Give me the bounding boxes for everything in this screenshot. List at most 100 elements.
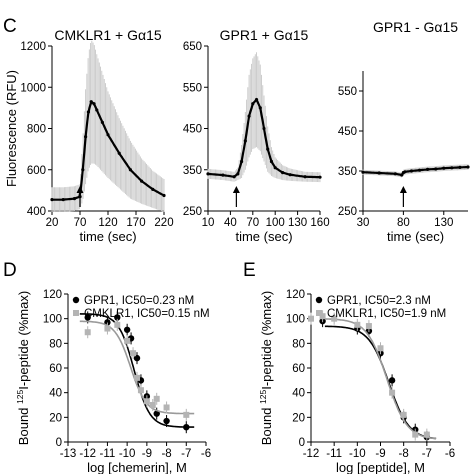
trace-point: [236, 172, 240, 176]
x-tick-label: 130: [434, 217, 453, 229]
chart-title: GPR1 - Gα15: [373, 19, 458, 35]
data-point-circle: [114, 314, 121, 321]
y-tick-label: 60: [49, 363, 62, 375]
y-tick-label: 350: [183, 165, 202, 177]
trace-point: [240, 159, 244, 164]
x-tick-label: 20: [46, 217, 59, 229]
legend-label: GPR1, IC50=0.23 nM: [84, 295, 194, 307]
data-point-square: [84, 329, 91, 336]
x-tick-label: -7: [181, 448, 191, 460]
data-point-square: [308, 315, 314, 322]
data-point-square: [163, 404, 170, 411]
legend-marker-square: [316, 310, 322, 316]
y-tick-label: 60: [292, 363, 305, 375]
data-point-square: [400, 411, 407, 418]
data-point-square: [412, 431, 419, 438]
trace-point: [89, 100, 93, 104]
trace-point: [466, 165, 470, 169]
x-tick-label: -6: [445, 448, 455, 460]
y-axis-label-suffix: I-peptide (%max): [259, 291, 274, 390]
data-point-square: [153, 395, 160, 402]
trace-point: [232, 175, 236, 179]
y-tick-label: 120: [43, 289, 62, 301]
y-axis-label-prefix: Bound: [16, 404, 31, 445]
trace-point: [84, 135, 88, 139]
data-point-square: [389, 389, 396, 396]
trace-point: [95, 108, 99, 112]
data-point-square: [124, 337, 131, 344]
x-tick-label: 220: [154, 217, 173, 229]
y-tick-label: 400: [27, 206, 46, 218]
x-tick-label: -6: [201, 448, 211, 460]
data-point-square: [183, 411, 190, 418]
y-tick-label: 100: [43, 314, 62, 326]
x-tick-label: 70: [74, 217, 87, 229]
x-tick-label: -11: [326, 448, 342, 460]
y-tick-label: 550: [183, 82, 202, 94]
chart-title: CMKLR1 + Gα15: [54, 27, 162, 43]
x-tick-label: -12: [79, 448, 96, 460]
legend-marker-square: [73, 310, 79, 316]
data-point-square: [149, 402, 156, 408]
y-tick-label: 40: [292, 388, 305, 400]
x-tick-label: 80: [397, 217, 410, 229]
y-axis-label: Bound 125I-peptide (%max): [258, 291, 274, 445]
y-tick-label: 20: [49, 412, 62, 424]
y-axis-label: Bound 125I-peptide (%max): [15, 291, 31, 445]
y-tick-label: 800: [27, 124, 46, 136]
trace-point: [140, 179, 144, 183]
y-axis-label-superscript: 125: [15, 390, 25, 404]
data-point-square: [319, 313, 326, 320]
x-tick-label: -9: [375, 448, 385, 460]
y-tick-label: 80: [49, 338, 62, 350]
data-point-circle: [123, 326, 131, 333]
y-axis-label-suffix: I-peptide (%max): [16, 291, 31, 390]
y-tick-label: 40: [49, 388, 62, 400]
trace-point: [92, 102, 96, 106]
trace-point: [100, 120, 104, 124]
x-axis-label: time (sec): [387, 229, 444, 244]
y-tick-label: 350: [338, 166, 357, 178]
y-tick-label: 250: [183, 206, 202, 218]
x-tick-label: 70: [246, 217, 259, 229]
trace-point: [251, 102, 255, 106]
trace-point: [86, 110, 90, 114]
trace-point: [221, 173, 225, 177]
trace-point: [403, 170, 407, 174]
trace-point: [281, 171, 285, 175]
fit-curve-cmklr1: [79, 320, 195, 415]
data-point-square: [365, 323, 372, 330]
y-tick-label: 450: [183, 124, 202, 136]
trace-point: [258, 106, 262, 110]
data-point-circle: [388, 377, 396, 384]
trace-point: [400, 173, 404, 177]
trace-point: [151, 187, 155, 191]
trace-point: [288, 173, 292, 177]
trace-point: [442, 166, 446, 170]
trace-point: [266, 147, 270, 151]
x-tick-label: 40: [224, 217, 237, 229]
x-axis-label: time (sec): [235, 229, 292, 244]
data-point-square: [130, 350, 137, 357]
x-tick-label: -9: [142, 448, 152, 460]
y-tick-label: 450: [338, 126, 357, 138]
y-tick-label: 550: [338, 86, 357, 98]
trace-point: [81, 168, 85, 172]
x-tick-label: -7: [422, 448, 432, 460]
y-tick-label: 0: [299, 437, 305, 449]
y-tick-label: 80: [292, 338, 305, 350]
x-axis-label: time (sec): [79, 229, 136, 244]
panel-letter-c: C: [3, 16, 17, 37]
trace-point: [243, 139, 247, 143]
y-tick-label: 600: [27, 165, 46, 177]
x-tick-label: -8: [161, 448, 171, 460]
trace-point: [434, 167, 438, 171]
trace-point: [303, 175, 307, 179]
legend-label: GPR1, IC50=2.3 nM: [327, 295, 431, 307]
data-point-circle: [163, 417, 170, 425]
x-tick-label: 30: [357, 217, 370, 229]
panel-letter-e: E: [243, 260, 256, 281]
trace-point: [377, 171, 381, 175]
x-axis-label: log [peptide], M: [336, 460, 425, 474]
